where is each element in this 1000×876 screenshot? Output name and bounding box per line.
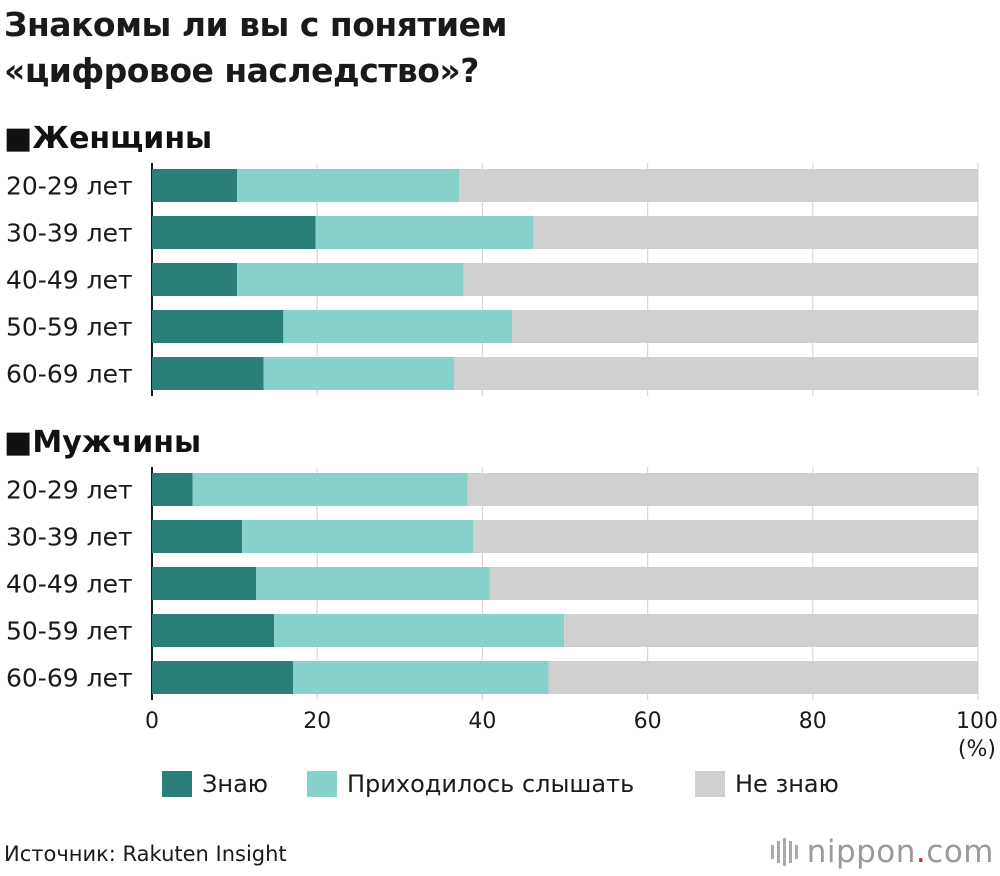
category-label: 30-39 лет [6, 219, 133, 248]
category-label: 40-49 лет [6, 570, 133, 599]
bar-segment [152, 567, 257, 600]
category-label: 20-29 лет [6, 476, 133, 505]
category-label: 20-29 лет [6, 172, 133, 201]
x-tick-label: 20 [303, 709, 331, 734]
legend-label-heard: Приходилось слышать [347, 770, 635, 798]
bar-segment [152, 216, 316, 249]
category-label: 50-59 лет [6, 313, 133, 342]
category-label: 40-49 лет [6, 266, 133, 295]
x-tick-label: 80 [799, 709, 827, 734]
x-tick-label: 40 [468, 709, 496, 734]
chart-title-line-2: «цифровое наследство»? [4, 51, 479, 90]
bar-segment [242, 520, 474, 553]
bar-segment [463, 263, 979, 296]
x-tick-label: 60 [634, 709, 662, 734]
bar-segment [152, 169, 238, 202]
bar-segment [548, 661, 978, 694]
bar-segment [293, 661, 549, 694]
bar-segment [152, 263, 238, 296]
legend-item-heard: Приходилось слышать [307, 766, 634, 802]
group-header: ■Мужчины [4, 425, 201, 460]
bar-segment [533, 216, 978, 249]
bar-segment [467, 473, 978, 506]
axis-layer: 0 20 40 60 80 100 (%) [145, 709, 998, 760]
bar-segment [152, 310, 284, 343]
bar-segment [459, 169, 979, 202]
bar-segment [152, 661, 294, 694]
bar-segment [454, 357, 978, 390]
bars-layer [152, 169, 979, 694]
nippon-logo: nippon.com [770, 834, 994, 870]
stacked-bar-chart: ■Женщины 20-29 лет 30-39 лет 40-49 лет 50-59… [4, 121, 998, 760]
x-tick-label: 0 [145, 709, 159, 734]
bar-segment [152, 520, 243, 553]
legend-item-know: Знаю [162, 766, 268, 802]
legend: Знаю Приходилось слышать Не знаю [0, 766, 1000, 802]
category-label: 50-59 лет [6, 617, 133, 646]
bar-segment [152, 614, 275, 647]
legend-label-dont-know: Не знаю [735, 770, 839, 798]
bar-segment [192, 473, 468, 506]
bar-segment [263, 357, 455, 390]
logo-dot: . [915, 834, 927, 870]
logo-suffix: com [926, 834, 994, 870]
bar-segment [256, 567, 490, 600]
unit-label: (%) [958, 737, 996, 760]
category-label: 30-39 лет [6, 523, 133, 552]
source-note: Источник: Rakuten Insight [4, 842, 287, 866]
legend-swatch-heard [307, 771, 337, 797]
bar-segment [274, 614, 565, 647]
category-label: 60-69 лет [6, 664, 133, 693]
chart-title: Знакомы ли вы с понятием «цифровое насле… [4, 2, 508, 94]
bar-segment [315, 216, 534, 249]
legend-item-dont-know: Не знаю [695, 766, 839, 802]
bar-segment [283, 310, 513, 343]
bar-segment [489, 567, 978, 600]
x-tick-label: 100 [956, 709, 998, 734]
group-header: ■Женщины [4, 121, 212, 156]
bar-segment [237, 263, 464, 296]
bar-segment [152, 473, 193, 506]
logo-bars-icon [770, 838, 801, 866]
legend-swatch-dont-know [695, 771, 725, 797]
bar-segment [152, 357, 264, 390]
legend-swatch-know [162, 771, 192, 797]
category-label: 60-69 лет [6, 360, 133, 389]
bar-segment [512, 310, 978, 343]
bar-segment [564, 614, 978, 647]
labels-layer: ■Женщины 20-29 лет 30-39 лет 40-49 лет 50-59… [4, 121, 212, 693]
chart-title-line-1: Знакомы ли вы с понятием [4, 5, 508, 44]
legend-label-know: Знаю [202, 770, 268, 798]
bar-segment [473, 520, 978, 553]
logo-name: nippon [806, 834, 916, 870]
bar-segment [237, 169, 460, 202]
logo-text: nippon.com [807, 834, 994, 870]
